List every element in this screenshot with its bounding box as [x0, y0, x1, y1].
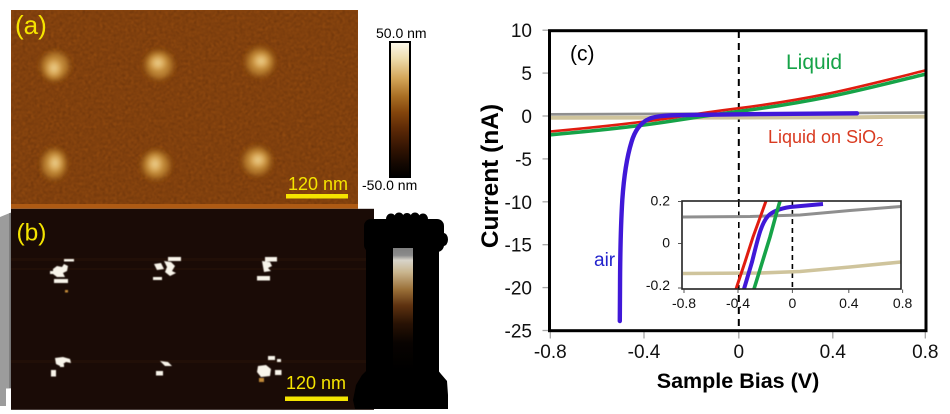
svg-text:0.2: 0.2	[651, 193, 671, 209]
svg-text:-5: -5	[515, 150, 532, 171]
svg-text:0: 0	[521, 107, 532, 128]
svg-text:(b): (b)	[17, 220, 47, 247]
svg-text:0.4: 0.4	[820, 342, 847, 363]
svg-text:0: 0	[662, 235, 670, 251]
svg-text:10: 10	[511, 21, 532, 42]
svg-text:-0.8: -0.8	[672, 295, 696, 311]
svg-text:(a): (a)	[15, 10, 47, 40]
svg-text:120 nm: 120 nm	[286, 373, 346, 393]
svg-text:-25: -25	[505, 322, 532, 343]
svg-text:0: 0	[789, 295, 797, 311]
svg-text:-20: -20	[505, 279, 532, 300]
svg-text:0.8: 0.8	[912, 342, 938, 363]
svg-text:-0.4: -0.4	[726, 295, 750, 311]
svg-text:-0.8: -0.8	[534, 342, 567, 363]
svg-text:-10: -10	[505, 193, 532, 214]
svg-text:5: 5	[521, 64, 532, 85]
svg-text:Sample Bias (V): Sample Bias (V)	[657, 369, 820, 393]
svg-text:-0.2: -0.2	[646, 277, 670, 293]
svg-text:50.0 nm: 50.0 nm	[376, 25, 427, 41]
svg-text:Liquid: Liquid	[786, 51, 842, 74]
svg-text:air: air	[594, 250, 616, 271]
svg-text:-15: -15	[505, 236, 532, 257]
svg-text:0.8: 0.8	[893, 295, 913, 311]
svg-text:(c): (c)	[570, 43, 595, 66]
svg-text:-50.0 nm: -50.0 nm	[362, 177, 417, 193]
svg-text:0: 0	[734, 342, 745, 363]
svg-text:Liquid on SiO2: Liquid on SiO2	[768, 127, 883, 149]
svg-text:0.4: 0.4	[839, 295, 859, 311]
svg-text:-0.4: -0.4	[628, 342, 661, 363]
svg-text:Current (nA): Current (nA)	[477, 104, 504, 248]
svg-text:120 nm: 120 nm	[288, 174, 348, 194]
